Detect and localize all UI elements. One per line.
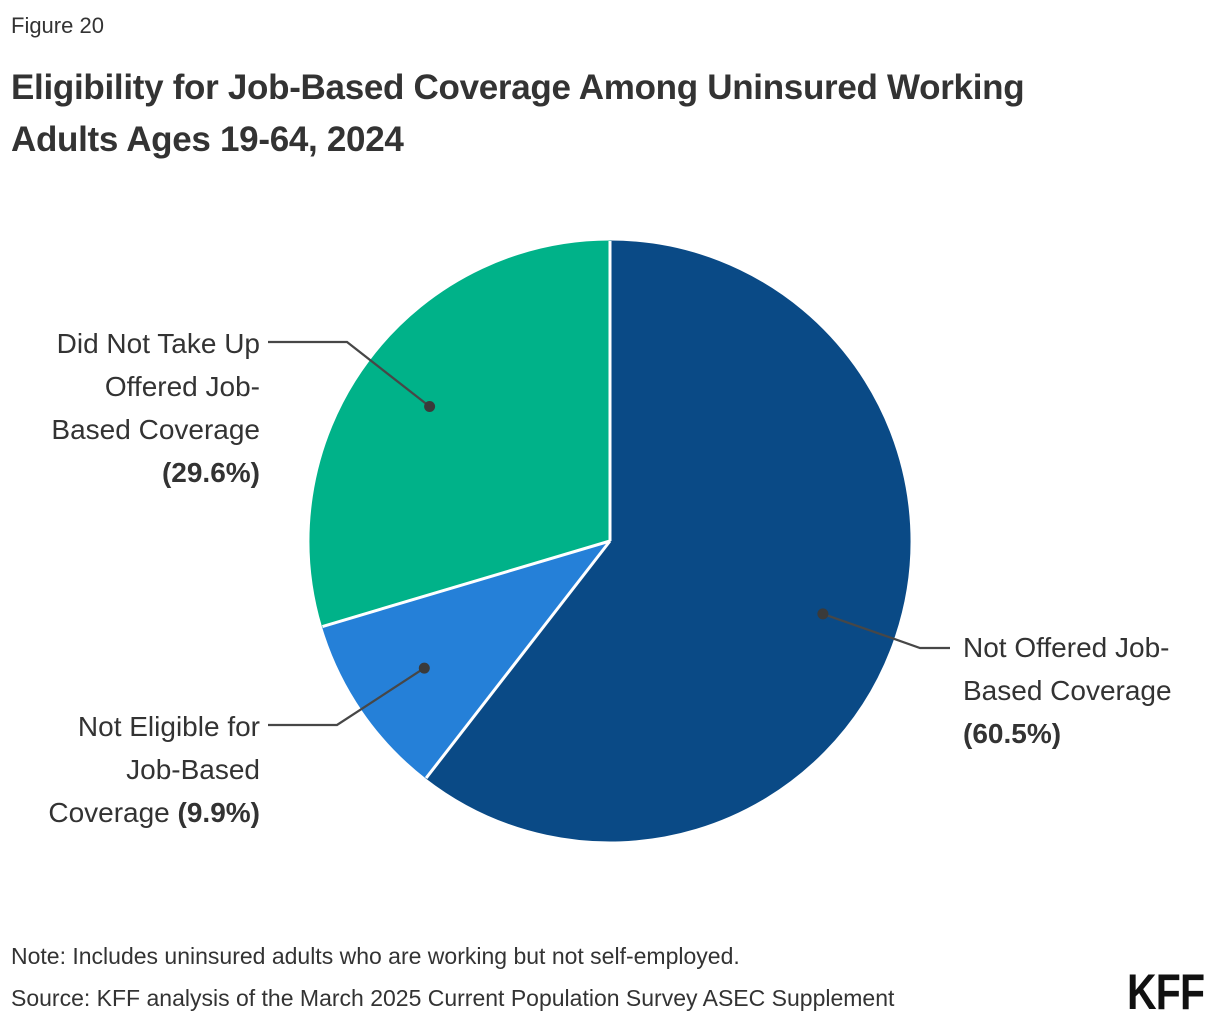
leader-dot-did-not-take-up-offered-job-based-coverage (424, 401, 436, 412)
slice-separator-line (424, 540, 612, 779)
callout-label-not-offered: Not Offered Job- Based Coverage (60.5%) (963, 632, 1172, 749)
leader-dot-not-offered-job-based-coverage (817, 608, 829, 620)
leader-line-not-eligible-for-job-based-coverage (268, 667, 425, 727)
kff-logo: KFF (1126, 964, 1205, 1020)
callout-label-did-not-take-up: Did Not Take Up Offered Job- Based Coverag… (51, 328, 260, 488)
chart-title: Eligibility for Job-Based Coverage Among… (11, 68, 1025, 159)
pie-slice-not-eligible-for-job-based-coverage (321, 540, 612, 779)
leader-dot-not-eligible-for-job-based-coverage (418, 662, 430, 674)
leader-line-not-offered-job-based-coverage (822, 612, 950, 650)
pie-slice-did-not-take-up-offered-job-based-coverage (309, 240, 611, 628)
figure-number-label: Figure 20 (11, 13, 104, 38)
chart-note: Note: Includes uninsured adults who are … (11, 943, 740, 969)
callout-label-not-eligible: Not Eligible for Job-Based Coverage (9.9%) (48, 711, 260, 828)
chart-source: Source: KFF analysis of the March 2025 C… (11, 985, 895, 1011)
slice-separator-line (322, 539, 611, 628)
leader-line-did-not-take-up-offered-job-based-coverage (268, 340, 431, 408)
